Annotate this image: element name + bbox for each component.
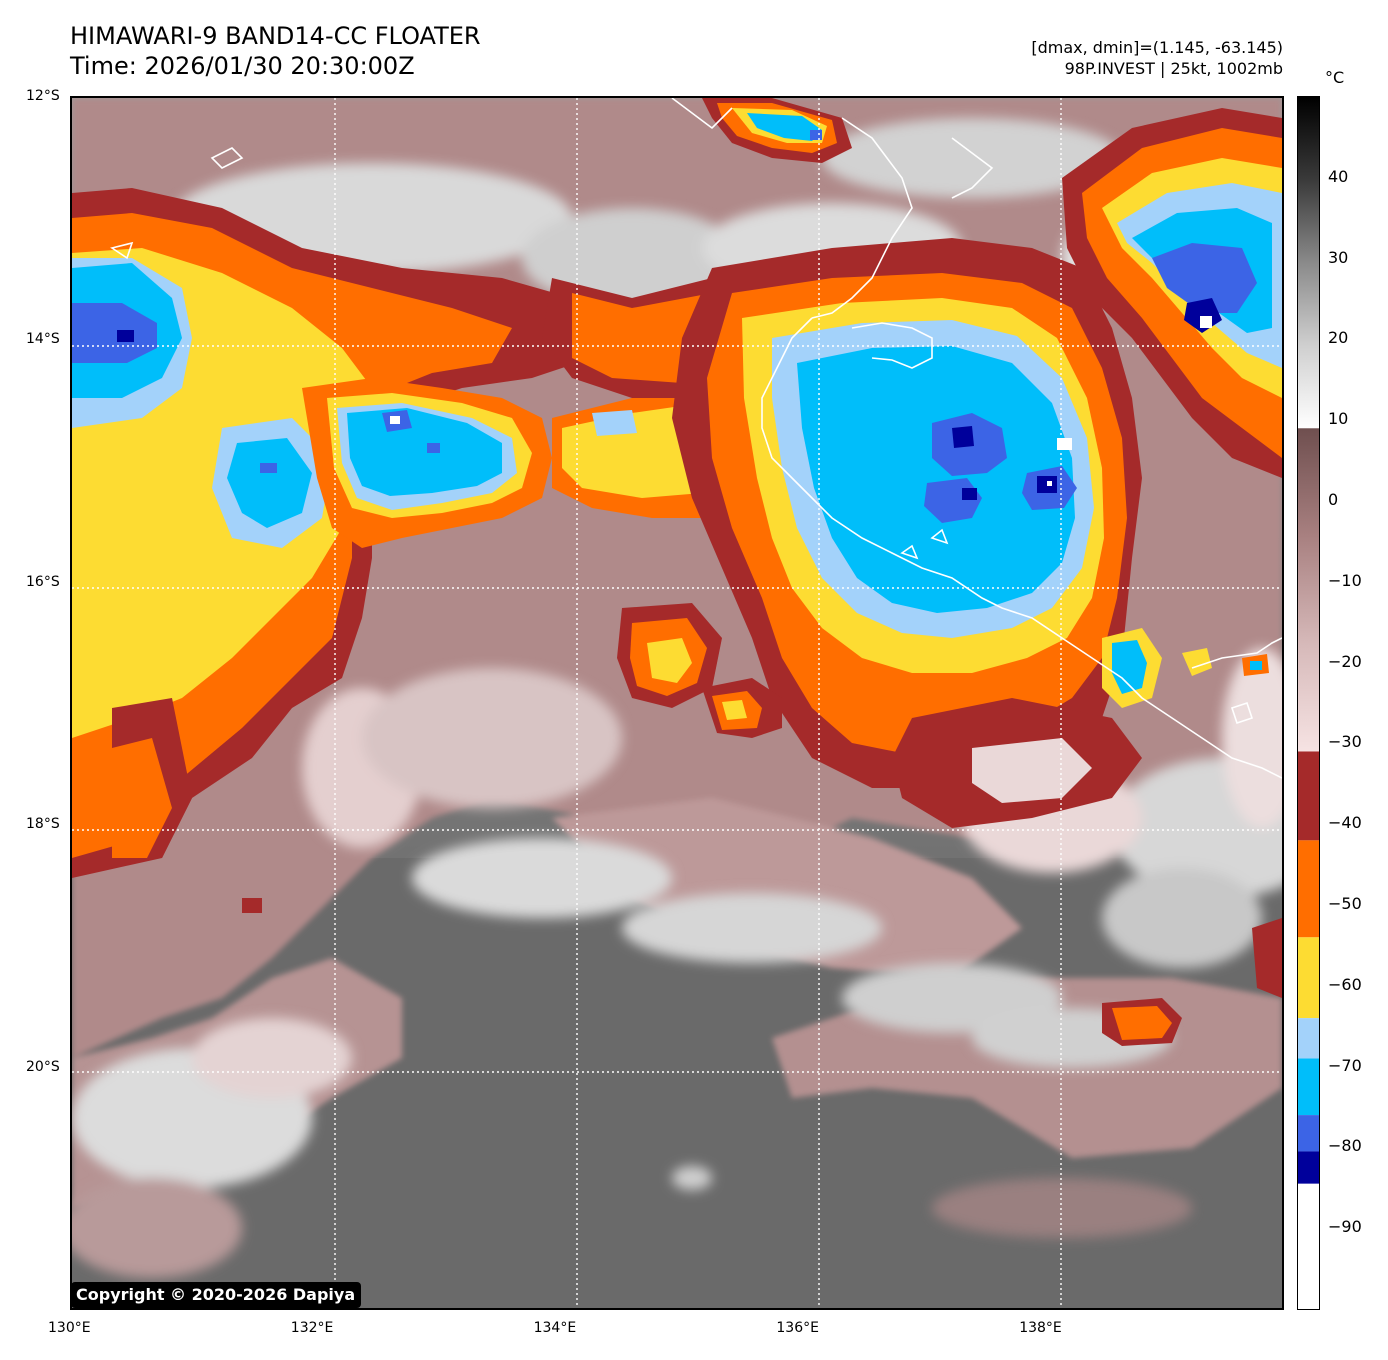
- colorbar-band: [1298, 1058, 1319, 1116]
- colorbar-band: [1298, 1115, 1319, 1152]
- colorbar-tick-label: 10: [1328, 409, 1349, 429]
- colorbar-tick-label: −80: [1328, 1136, 1362, 1156]
- colorbar-tick-label: −90: [1328, 1217, 1362, 1237]
- coastlines: [110, 98, 1282, 779]
- north-cell: [702, 98, 852, 163]
- colorbar-tick-label: 40: [1328, 166, 1349, 186]
- colorbar-band: [1298, 751, 1319, 841]
- colorbar-tick-label: −50: [1328, 894, 1362, 913]
- colorbar-unit: °C: [1325, 68, 1345, 87]
- lat-tick-label: 14°S: [26, 330, 60, 347]
- colorbar-tick-label: −30: [1328, 732, 1362, 752]
- lon-tick-label: 134°E: [533, 1320, 577, 1336]
- lat-tick-label: 12°S: [26, 88, 60, 104]
- isolated-south-cells: [242, 603, 1282, 1046]
- colorbar-band: [1298, 937, 1319, 1019]
- lat-tick-label: 18°S: [26, 816, 60, 833]
- colorbar-band: [1298, 1183, 1319, 1309]
- lon-tick-label: 136°E: [776, 1320, 819, 1336]
- satellite-map[interactable]: [70, 96, 1284, 1310]
- colorbar-tick-label: 0: [1328, 490, 1339, 509]
- northeast-convective-complex: [1062, 108, 1282, 478]
- storm-info: 98P.INVEST | 25kt, 1002mb: [1064, 59, 1283, 78]
- colorbar-tick-label: 20: [1328, 328, 1349, 348]
- colorbar: [1297, 96, 1320, 1310]
- colorbar-tick-label: −20: [1328, 651, 1362, 671]
- colorbar-band: [1298, 1151, 1319, 1184]
- main-storm-complex: [672, 238, 1269, 828]
- lat-tick-label: 20°S: [26, 1059, 60, 1076]
- colorbar-tick-label: −70: [1328, 1055, 1362, 1075]
- colorbar-tick-label: −40: [1328, 813, 1362, 833]
- gridlines: [72, 98, 1282, 1308]
- lon-tick-label: 130°E: [48, 1320, 91, 1336]
- colorbar-bands: [1298, 97, 1319, 1309]
- satellite-imagery: [72, 98, 1282, 1308]
- colorbar-band: [1298, 97, 1319, 429]
- lon-tick-label: 138°E: [1019, 1320, 1062, 1336]
- colorbar-tick-label: −10: [1328, 570, 1362, 590]
- colorbar-band: [1298, 1018, 1319, 1059]
- colorbar-band: [1298, 428, 1319, 752]
- dmax-dmin-readout: [dmax, dmin]=(1.145, -63.145): [1031, 38, 1283, 57]
- colorbar-tick-label: 30: [1328, 247, 1349, 267]
- map-time: Time: 2026/01/30 20:30:00Z: [70, 52, 415, 80]
- map-title: HIMAWARI-9 BAND14-CC FLOATER: [70, 22, 481, 50]
- colorbar-band: [1298, 840, 1319, 938]
- lon-tick-label: 132°E: [290, 1320, 334, 1336]
- colorbar-tick-label: −60: [1328, 974, 1362, 994]
- copyright-badge: Copyright © 2020-2026 Dapiya: [71, 1282, 362, 1308]
- lat-tick-label: 16°S: [26, 573, 60, 590]
